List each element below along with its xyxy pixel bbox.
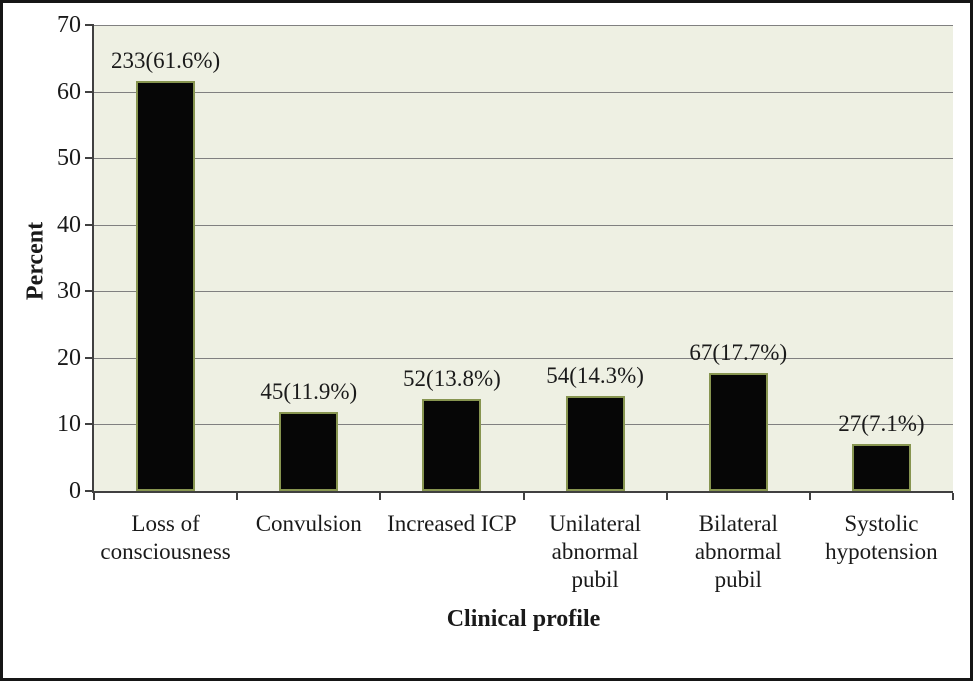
y-tick-label: 60 bbox=[57, 78, 81, 105]
category-label: Bilateral abnormal pubil bbox=[694, 511, 782, 592]
gridline-40 bbox=[94, 224, 953, 226]
gridline-50 bbox=[94, 158, 953, 160]
y-tick-mark bbox=[85, 290, 94, 293]
x-tick-mark bbox=[236, 493, 239, 500]
y-tick-label: 30 bbox=[57, 278, 81, 305]
bar bbox=[565, 395, 625, 491]
bar-value-label: 67(17.7%) bbox=[689, 340, 788, 366]
category-label: Unilateral abnormal pubil bbox=[549, 511, 642, 592]
category-label: Loss of consciousness bbox=[100, 511, 231, 564]
bar bbox=[422, 399, 482, 491]
y-tick-mark bbox=[85, 157, 94, 160]
y-tick-mark bbox=[85, 90, 94, 93]
x-tick-mark bbox=[93, 493, 95, 500]
y-tick-label: 0 bbox=[69, 478, 81, 504]
x-axis-title: Clinical profile bbox=[446, 606, 601, 632]
bar bbox=[708, 373, 768, 491]
bar-value-label: 54(14.3%) bbox=[546, 362, 644, 388]
x-tick-mark bbox=[522, 493, 525, 500]
y-tick-mark bbox=[85, 356, 94, 359]
gridline-10 bbox=[94, 424, 953, 426]
category-label: Systolic hypotension bbox=[825, 511, 938, 564]
y-tick-label: 50 bbox=[57, 145, 81, 172]
y-tick-mark bbox=[85, 223, 94, 226]
x-axis-line bbox=[92, 491, 953, 493]
bar bbox=[851, 443, 911, 491]
bar-value-label: 52(13.8%) bbox=[403, 366, 501, 392]
x-tick-mark bbox=[379, 493, 382, 500]
bar bbox=[136, 80, 196, 491]
y-tick-label: 10 bbox=[57, 411, 81, 438]
y-tick-label: 40 bbox=[57, 211, 81, 238]
bar-value-label: 27(7.1%) bbox=[838, 410, 925, 436]
category-label: Increased ICP bbox=[387, 511, 517, 536]
y-tick-label: 70 bbox=[57, 12, 81, 38]
gridline-70 bbox=[94, 25, 953, 26]
y-tick-mark bbox=[85, 490, 94, 492]
y-tick-mark bbox=[85, 24, 94, 26]
plot-area: 233(61.6%) 45(11.9%) 52(13.8%) 54(14.3%) 67(… bbox=[94, 25, 953, 491]
gridline-60 bbox=[94, 91, 953, 93]
x-tick-mark bbox=[952, 493, 954, 500]
bar-value-label: 45(11.9%) bbox=[260, 378, 358, 404]
bar-value-label: 233(61.6%) bbox=[110, 47, 221, 73]
x-tick-mark bbox=[808, 493, 811, 500]
gridline-30 bbox=[94, 291, 953, 293]
y-tick-mark bbox=[85, 423, 94, 426]
y-tick-label: 20 bbox=[57, 344, 81, 371]
y-axis-line bbox=[92, 25, 94, 493]
x-tick-mark bbox=[665, 493, 668, 500]
category-label: Convulsion bbox=[255, 511, 362, 536]
bar bbox=[279, 411, 339, 491]
gridline-20 bbox=[94, 357, 953, 359]
